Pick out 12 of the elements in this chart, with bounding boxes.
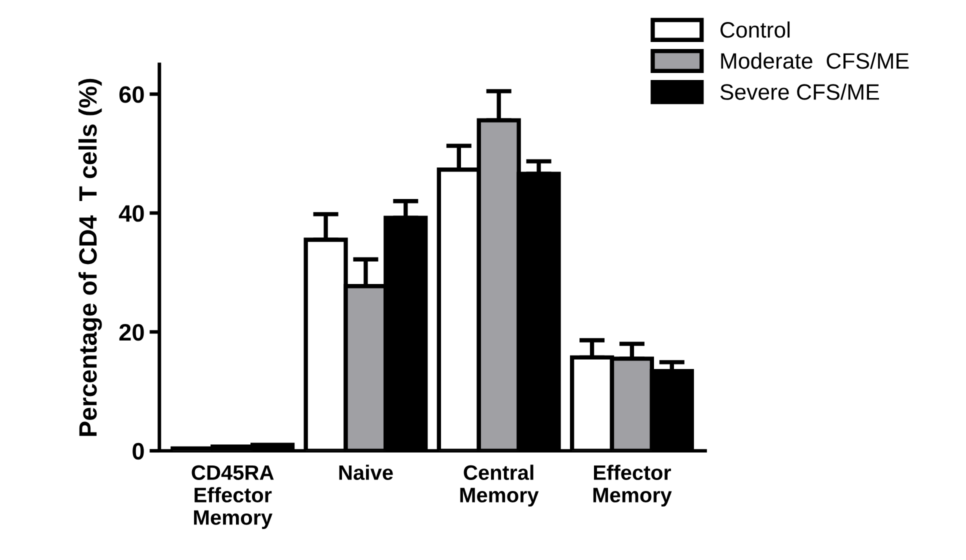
y-axis-title: Percentage of CD4 T cells (%): [78, 78, 102, 436]
x-tick-label: Naive: [339, 464, 393, 480]
legend-label: Control: [720, 21, 790, 38]
y-tick-label: 20: [119, 324, 144, 341]
y-tick-label: 0: [132, 442, 144, 460]
legend-label: Moderate CFS/ME: [721, 52, 909, 69]
x-tick-label: Central Memory: [460, 464, 539, 507]
legend-label: Severe CFS/ME: [720, 84, 879, 100]
y-tick-label: 40: [118, 205, 144, 222]
x-tick-label: Effector Memory: [593, 464, 672, 507]
x-tick-label: CD45RA Effector Memory: [192, 465, 274, 529]
y-tick-label: 60: [119, 86, 144, 103]
